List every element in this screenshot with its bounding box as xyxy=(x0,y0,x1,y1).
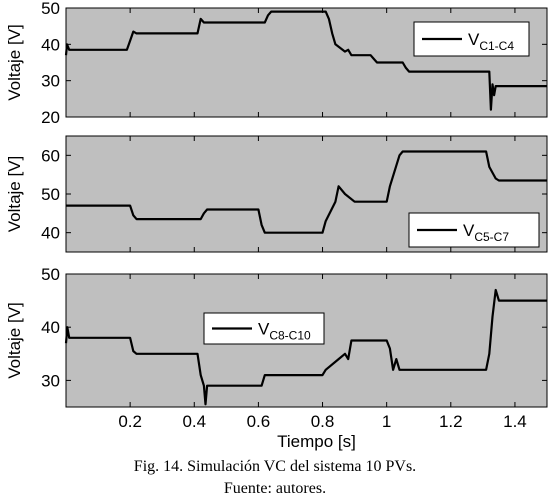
y-axis-label: Voltaje [V] xyxy=(5,302,24,379)
legend-label-subscript: C1-C4 xyxy=(479,39,514,53)
legend-label-subscript: C8-C10 xyxy=(269,329,311,343)
legend: VC8-C10 xyxy=(203,312,325,345)
y-tick-label: 20 xyxy=(41,108,60,127)
chart-panel-1: 20 30 40 50 Voltaje [V] VC1-C4 xyxy=(5,0,548,127)
x-tick-label: 1.4 xyxy=(503,412,527,431)
legend: VC1-C4 xyxy=(413,21,530,57)
y-tick-label: 40 xyxy=(41,224,60,243)
x-tick-label: 0.6 xyxy=(247,412,271,431)
legend-label-main: V xyxy=(463,221,475,240)
chart-panel-3: 30 40 50 Voltaje [V] 0.2 0.4 0.6 0.8 1 1.2 1.4 Tiem… xyxy=(5,265,548,451)
legend-box xyxy=(413,21,530,57)
x-tick-label: 1 xyxy=(382,412,391,431)
x-tick-label: 0.4 xyxy=(182,412,206,431)
series-line-1 xyxy=(64,10,547,111)
figure-source: Fuente: autores. xyxy=(223,480,327,497)
y-tick-label: 50 xyxy=(41,0,60,18)
y-tick-label: 30 xyxy=(41,72,60,91)
series-line-1 xyxy=(64,288,547,406)
series-line-1 xyxy=(66,150,547,234)
legend-label: VC1-C4 xyxy=(468,30,514,53)
y-tick-label: 50 xyxy=(41,265,60,284)
legend-label-subscript: C5-C7 xyxy=(474,230,509,244)
x-tick-label: 0.2 xyxy=(118,412,142,431)
y-axis-label: Voltaje [V] xyxy=(5,24,24,101)
legend: VC5-C7 xyxy=(408,212,540,248)
x-axis-label: Tiempo [s] xyxy=(277,432,356,451)
y-tick-label: 50 xyxy=(41,185,60,204)
y-tick-label: 60 xyxy=(41,146,60,165)
chart-panel-2: 40 50 60 Voltaje [V] VC5-C7 xyxy=(5,135,548,253)
legend-label-main: V xyxy=(258,320,270,339)
axes-frame xyxy=(65,273,548,408)
legend-label: VC8-C10 xyxy=(258,320,311,343)
x-tick-label: 1.2 xyxy=(439,412,463,431)
y-tick-label: 40 xyxy=(41,35,60,54)
figure-caption: Fig. 14. Simulación VC del sistema 10 PV… xyxy=(133,458,417,475)
y-axis-label: Voltaje [V] xyxy=(5,156,24,233)
axes-frame xyxy=(65,7,548,118)
y-tick-label: 40 xyxy=(41,318,60,337)
legend-label: VC5-C7 xyxy=(463,221,509,244)
y-tick-label: 30 xyxy=(41,371,60,390)
legend-label-main: V xyxy=(468,30,480,49)
x-tick-label: 0.8 xyxy=(311,412,335,431)
